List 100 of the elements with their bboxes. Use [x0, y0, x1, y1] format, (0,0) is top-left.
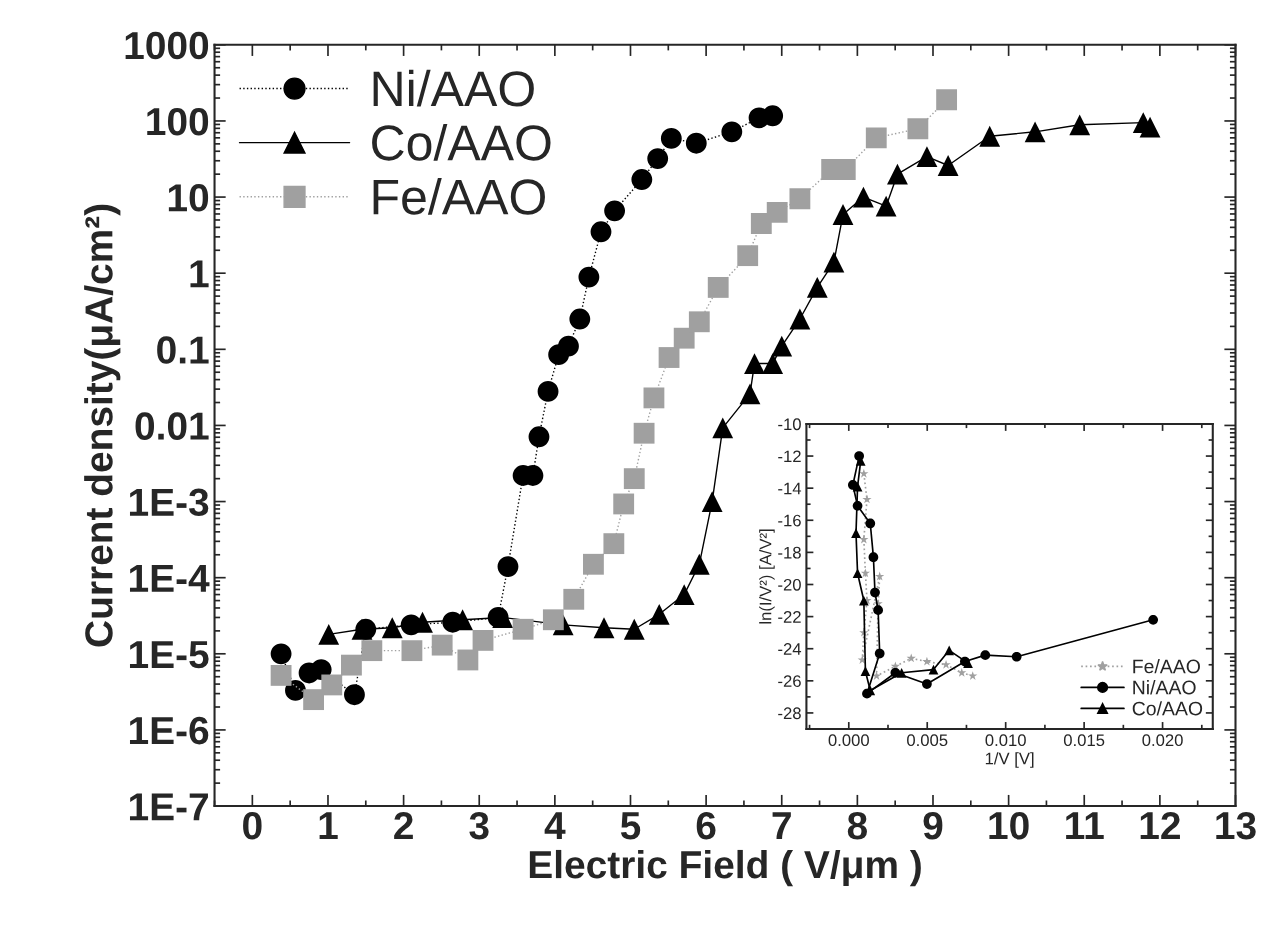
point — [660, 127, 682, 149]
point — [936, 89, 958, 111]
point — [852, 568, 863, 579]
x-tick-label: 11 — [1066, 812, 1104, 840]
point — [870, 587, 880, 598]
legend-label: Fe/AAO — [1133, 659, 1200, 674]
x-tick-label: 0 — [243, 811, 262, 840]
point — [688, 311, 710, 333]
point — [472, 629, 494, 651]
point — [643, 387, 665, 409]
point — [542, 609, 564, 631]
y-tick-label: -18 — [778, 546, 801, 559]
point — [771, 335, 793, 357]
point — [270, 665, 292, 686]
y-tick-label: -28 — [778, 707, 801, 720]
point — [381, 617, 403, 639]
point — [721, 121, 743, 143]
x-tick-label: 6 — [696, 811, 716, 840]
point — [685, 132, 707, 154]
y-tick-label: 10 — [168, 184, 209, 212]
point — [497, 556, 519, 577]
x-tick-label: 13 — [1216, 811, 1256, 840]
legend-label: Fe/AAO — [373, 178, 545, 215]
y-tick-label: 1E-5 — [129, 641, 209, 669]
y-tick-label: 0.1 — [157, 336, 209, 364]
point — [303, 689, 325, 711]
x-tick-label: 12 — [1140, 811, 1180, 840]
point — [907, 118, 929, 140]
point — [623, 468, 645, 490]
point — [270, 643, 292, 665]
legend-label: Ni/AAO — [373, 69, 534, 107]
y-tick-label: 1E-6 — [129, 716, 209, 745]
y-tick-label: -26 — [778, 675, 801, 688]
y-tick-label: 1 — [190, 260, 209, 288]
point — [647, 148, 669, 170]
point — [631, 169, 653, 190]
y-tick-label: 100 — [147, 107, 209, 136]
x-tick-label: 0.015 — [1063, 734, 1105, 747]
x-axis-title: 1/V [V] — [985, 752, 1034, 768]
point — [875, 571, 885, 581]
point — [922, 679, 932, 689]
point — [613, 493, 635, 515]
point — [766, 201, 788, 223]
y-axis-title: ln(I/V²) [A/V²] — [759, 529, 775, 624]
y-tick-label: 1E-7 — [129, 793, 208, 821]
point — [537, 380, 559, 402]
x-tick-label: 1 — [319, 812, 338, 840]
point — [321, 674, 343, 696]
point — [874, 648, 885, 659]
point — [980, 650, 991, 660]
point — [457, 649, 479, 671]
x-tick-label: 8 — [847, 811, 867, 840]
point — [512, 618, 534, 640]
point — [887, 163, 908, 185]
x-tick-label: 0.000 — [828, 734, 869, 747]
point — [762, 105, 784, 127]
y-tick-label: 0.01 — [135, 412, 209, 440]
point — [832, 204, 854, 225]
point — [658, 347, 680, 368]
legend-label: Co/AAO — [1132, 701, 1203, 716]
point — [344, 684, 365, 706]
point — [648, 603, 670, 625]
point — [563, 588, 585, 610]
point — [361, 640, 383, 662]
point — [873, 605, 883, 616]
x-tick-label: 0.005 — [907, 734, 948, 747]
y-tick-label: -24 — [778, 643, 802, 655]
x-tick-label: 10 — [989, 811, 1029, 840]
x-tick-label: 0.020 — [1142, 734, 1183, 747]
legend-label: Co/AAO — [372, 123, 551, 161]
legend-label: Ni/AAO — [1133, 680, 1196, 695]
point — [762, 353, 784, 374]
point — [604, 200, 626, 222]
y-tick-label: 1E-4 — [129, 565, 210, 592]
x-tick-label: 4 — [544, 812, 566, 840]
point — [744, 353, 765, 374]
x-tick-label: 2 — [394, 811, 413, 840]
point — [341, 654, 362, 676]
point — [1024, 121, 1046, 143]
point — [569, 308, 591, 330]
point — [957, 667, 967, 677]
point — [862, 494, 872, 504]
point — [1148, 614, 1159, 625]
y-tick-label: 1E-3 — [129, 488, 209, 517]
point — [875, 195, 897, 217]
point — [789, 188, 811, 210]
y-tick-label: -10 — [778, 418, 801, 431]
point — [431, 634, 453, 656]
point — [558, 335, 579, 357]
point — [401, 640, 423, 662]
y-tick-label: -20 — [778, 578, 801, 591]
point — [916, 146, 938, 168]
x-tick-label: 3 — [469, 811, 489, 840]
point — [944, 645, 955, 656]
point — [941, 659, 951, 669]
point — [860, 666, 871, 677]
point — [578, 266, 600, 288]
point — [688, 553, 710, 575]
point — [858, 595, 869, 606]
point — [633, 422, 655, 444]
